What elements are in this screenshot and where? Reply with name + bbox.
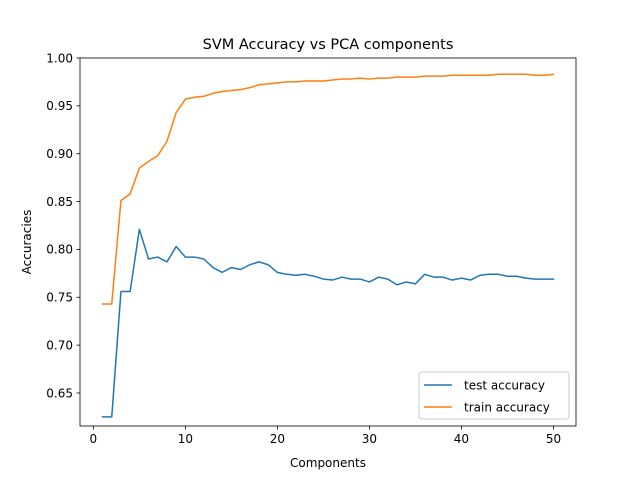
x-tick-label: 40 [454,432,469,446]
x-tick-label: 30 [362,432,377,446]
y-tick-label: 0.65 [46,386,73,400]
y-tick-label: 0.80 [46,243,73,257]
series-line-train-accuracy [101,73,555,305]
x-tick-label: 10 [178,432,193,446]
y-tick-label: 1.00 [46,51,73,65]
y-tick-label: 0.90 [46,147,73,161]
y-tick-label: 0.85 [46,195,73,209]
legend-label-test-accuracy: test accuracy [464,379,545,393]
ticks-layer: 0 10 20 30 40 50 0.65 0.70 0.75 0.80 0.85 0.90 0.95 1… [46,51,561,446]
plot-frame [79,57,577,427]
legend-frame [418,371,570,420]
chart-title: SVM Accuracy vs PCA components [203,37,454,53]
legend-label-train-accuracy: train accuracy [464,401,550,415]
series-line-test-accuracy [101,228,555,418]
series-layer [101,73,555,418]
x-axis-label: Components [290,456,366,470]
x-tick-label: 50 [546,432,561,446]
y-tick-label: 0.75 [46,291,73,305]
y-tick-label: 0.70 [46,338,73,352]
y-axis-label: Accuracies [20,210,34,275]
y-tick-label: 0.95 [46,99,73,113]
x-tick-label: 0 [90,432,98,446]
x-tick-label: 20 [270,432,285,446]
legend: test accuracy train accuracy [418,371,570,420]
